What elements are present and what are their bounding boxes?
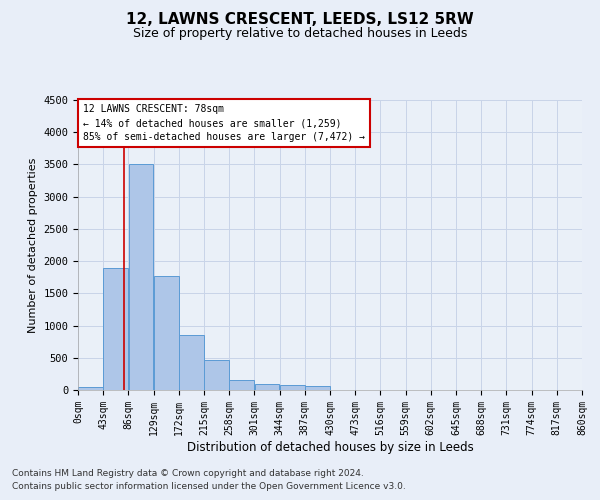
Bar xyxy=(229,380,254,390)
Bar xyxy=(128,164,154,390)
Bar xyxy=(179,335,204,390)
Bar xyxy=(204,360,229,390)
Y-axis label: Number of detached properties: Number of detached properties xyxy=(28,158,38,332)
Bar xyxy=(254,384,280,390)
X-axis label: Distribution of detached houses by size in Leeds: Distribution of detached houses by size … xyxy=(187,440,473,454)
Text: Size of property relative to detached houses in Leeds: Size of property relative to detached ho… xyxy=(133,28,467,40)
Bar xyxy=(305,386,330,390)
Text: Contains HM Land Registry data © Crown copyright and database right 2024.: Contains HM Land Registry data © Crown c… xyxy=(12,468,364,477)
Bar xyxy=(78,387,103,390)
Bar xyxy=(103,268,128,390)
Bar xyxy=(280,386,305,390)
Text: Contains public sector information licensed under the Open Government Licence v3: Contains public sector information licen… xyxy=(12,482,406,491)
Text: 12 LAWNS CRESCENT: 78sqm
← 14% of detached houses are smaller (1,259)
85% of sem: 12 LAWNS CRESCENT: 78sqm ← 14% of detach… xyxy=(83,104,365,142)
Bar xyxy=(154,276,179,390)
Text: 12, LAWNS CRESCENT, LEEDS, LS12 5RW: 12, LAWNS CRESCENT, LEEDS, LS12 5RW xyxy=(126,12,474,28)
